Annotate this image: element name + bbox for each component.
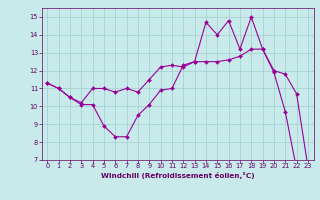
X-axis label: Windchill (Refroidissement éolien,°C): Windchill (Refroidissement éolien,°C) <box>101 172 254 179</box>
